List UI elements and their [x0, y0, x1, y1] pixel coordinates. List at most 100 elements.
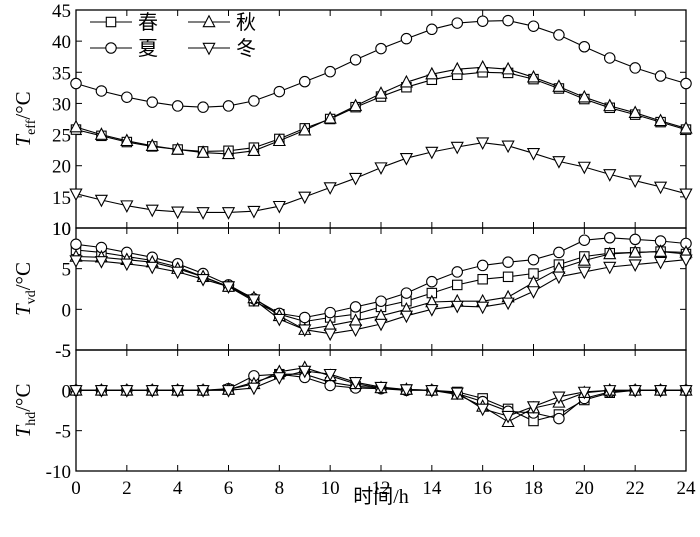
legend-label: 冬: [236, 37, 256, 60]
data-point: [399, 74, 414, 88]
data-point: [476, 301, 490, 315]
y-tick-label: 40: [52, 32, 71, 53]
data-point: [577, 386, 591, 400]
data-point: [94, 385, 109, 398]
data-point: [526, 69, 541, 83]
data-point: [476, 137, 490, 151]
data-point: [476, 15, 489, 27]
y-tick-label: 25: [52, 126, 71, 147]
series-line: [76, 367, 686, 423]
x-tick-label: 0: [71, 478, 81, 499]
data-point: [654, 70, 667, 82]
panel-frame: [75, 349, 687, 472]
data-point: [374, 381, 388, 395]
data-point: [577, 89, 591, 103]
data-point: [349, 301, 362, 313]
data-point: [425, 146, 439, 160]
y-tick-label: -5: [55, 341, 71, 362]
y-axis-label-symbol: T: [11, 134, 35, 147]
data-point: [476, 259, 489, 272]
data-point: [348, 172, 363, 186]
data-point: [426, 23, 438, 36]
y-axis-label-unit: /°C: [11, 91, 35, 119]
y-tick-label: -10: [46, 462, 71, 483]
x-tick-label: 6: [224, 478, 234, 499]
data-point: [298, 365, 312, 379]
y-tick-label: 20: [52, 157, 71, 178]
legend-marker: [202, 14, 216, 28]
data-point: [171, 100, 184, 112]
data-point: [349, 54, 362, 66]
legend-item: 秋: [188, 11, 256, 34]
data-point: [70, 238, 82, 251]
y-tick-label: -5: [55, 422, 71, 443]
data-point: [323, 328, 337, 342]
data-point: [221, 385, 236, 398]
data-point: [450, 61, 464, 75]
data-point: [603, 385, 617, 398]
data-point: [653, 385, 668, 398]
data-point: [120, 385, 134, 398]
data-point: [247, 205, 261, 219]
data-point: [171, 385, 185, 398]
data-point: [272, 372, 286, 385]
data-point: [425, 304, 439, 317]
y-tick-label: 0: [62, 381, 72, 402]
data-point: [375, 42, 387, 55]
panel-frame: [75, 227, 687, 351]
panel-frame: [75, 9, 687, 229]
data-point: [272, 200, 286, 214]
y-axis-label-sub: hd: [24, 412, 39, 426]
data-point: [501, 410, 515, 424]
series-triangle-down: [69, 365, 693, 424]
legend-item: 春: [90, 11, 158, 34]
x-tick-label: 10: [321, 478, 340, 499]
data-point: [69, 255, 83, 268]
x-axis-label: 时间/h: [353, 485, 409, 508]
data-point: [653, 113, 668, 127]
data-point: [603, 169, 617, 182]
data-point: [628, 245, 642, 258]
y-axis-label-sub: eff: [24, 119, 39, 135]
data-point: [450, 141, 464, 155]
data-point: [374, 86, 388, 99]
data-point: [171, 142, 185, 155]
data-point: [526, 401, 541, 414]
data-point: [171, 266, 185, 280]
data-point: [629, 62, 641, 74]
data-point: [476, 59, 490, 73]
data-point: [577, 253, 591, 266]
x-tick-label: 18: [524, 478, 543, 499]
data-point: [222, 100, 235, 112]
x-tick-label: 12: [372, 478, 391, 499]
y-axis-label-unit: /°C: [11, 262, 35, 290]
series-line: [75, 142, 687, 213]
legend-label: 夏: [138, 38, 158, 60]
panel-thd: -10 -5 0 5 Thd/°C: [11, 341, 693, 483]
series-triangle-up: [69, 59, 693, 160]
data-point: [348, 98, 363, 112]
data-point: [121, 91, 133, 103]
data-point: [679, 254, 693, 268]
data-point: [603, 232, 616, 244]
data-point: [196, 385, 210, 398]
y-axis-label-symbol: T: [11, 303, 35, 316]
x-tick-label: 8: [275, 478, 285, 499]
data-point: [69, 188, 83, 202]
data-point: [476, 403, 490, 417]
data-point: [628, 105, 642, 119]
data-point: [628, 259, 642, 272]
y-tick-label: 15: [52, 188, 71, 209]
data-point: [425, 385, 439, 398]
data-point: [653, 256, 668, 270]
data-point: [247, 143, 261, 157]
data-point: [451, 17, 463, 29]
data-point: [451, 279, 463, 291]
data-point: [679, 188, 693, 202]
data-point: [552, 156, 566, 169]
data-point: [451, 266, 463, 278]
data-point: [501, 61, 515, 75]
data-point: [196, 207, 210, 220]
y-tick-label: 45: [52, 1, 71, 22]
data-point: [629, 233, 641, 246]
